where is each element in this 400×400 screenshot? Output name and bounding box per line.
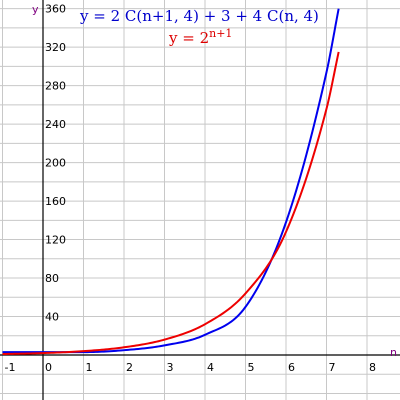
y-tick-label: 320 [45, 41, 66, 54]
red-series-formula: y = 2n+1 [168, 27, 232, 47]
tick-labels: -1 0 1 2 3 4 5 6 7 8 40 80 120 160 200 240 280 320 360 [5, 3, 377, 374]
series-lines [2, 8, 340, 356]
x-axis-label: n [390, 346, 397, 359]
x-tick-label: 3 [167, 361, 174, 374]
x-tick-label: 6 [288, 361, 295, 374]
x-tick-label: 4 [207, 361, 214, 374]
y-tick-label: 280 [45, 80, 66, 93]
x-tick-label: 1 [86, 361, 93, 374]
y-tick-label: 40 [45, 311, 59, 324]
blue-series-formula: y = 2 C(n+1, 4) + 3 + 4 C(n, 4) [79, 7, 319, 25]
x-tick-label: 7 [329, 361, 336, 374]
x-tick-label: -1 [5, 361, 16, 374]
red-formula-exponent: n+1 [209, 27, 232, 40]
y-tick-label: 160 [45, 195, 66, 208]
y-axis-label: y [32, 3, 39, 16]
y-tick-label: 240 [45, 118, 66, 131]
x-tick-label: 2 [126, 361, 133, 374]
x-tick-label: 8 [369, 361, 376, 374]
y-tick-label: 120 [45, 234, 66, 247]
y-tick-label: 80 [45, 272, 59, 285]
x-tick-label: 0 [45, 361, 52, 374]
red-formula-base: y = 2 [168, 29, 209, 47]
x-tick-label: 5 [248, 361, 255, 374]
y-tick-label: 200 [45, 157, 66, 170]
y-tick-label: 360 [45, 3, 66, 16]
series-line-red [2, 51, 340, 356]
